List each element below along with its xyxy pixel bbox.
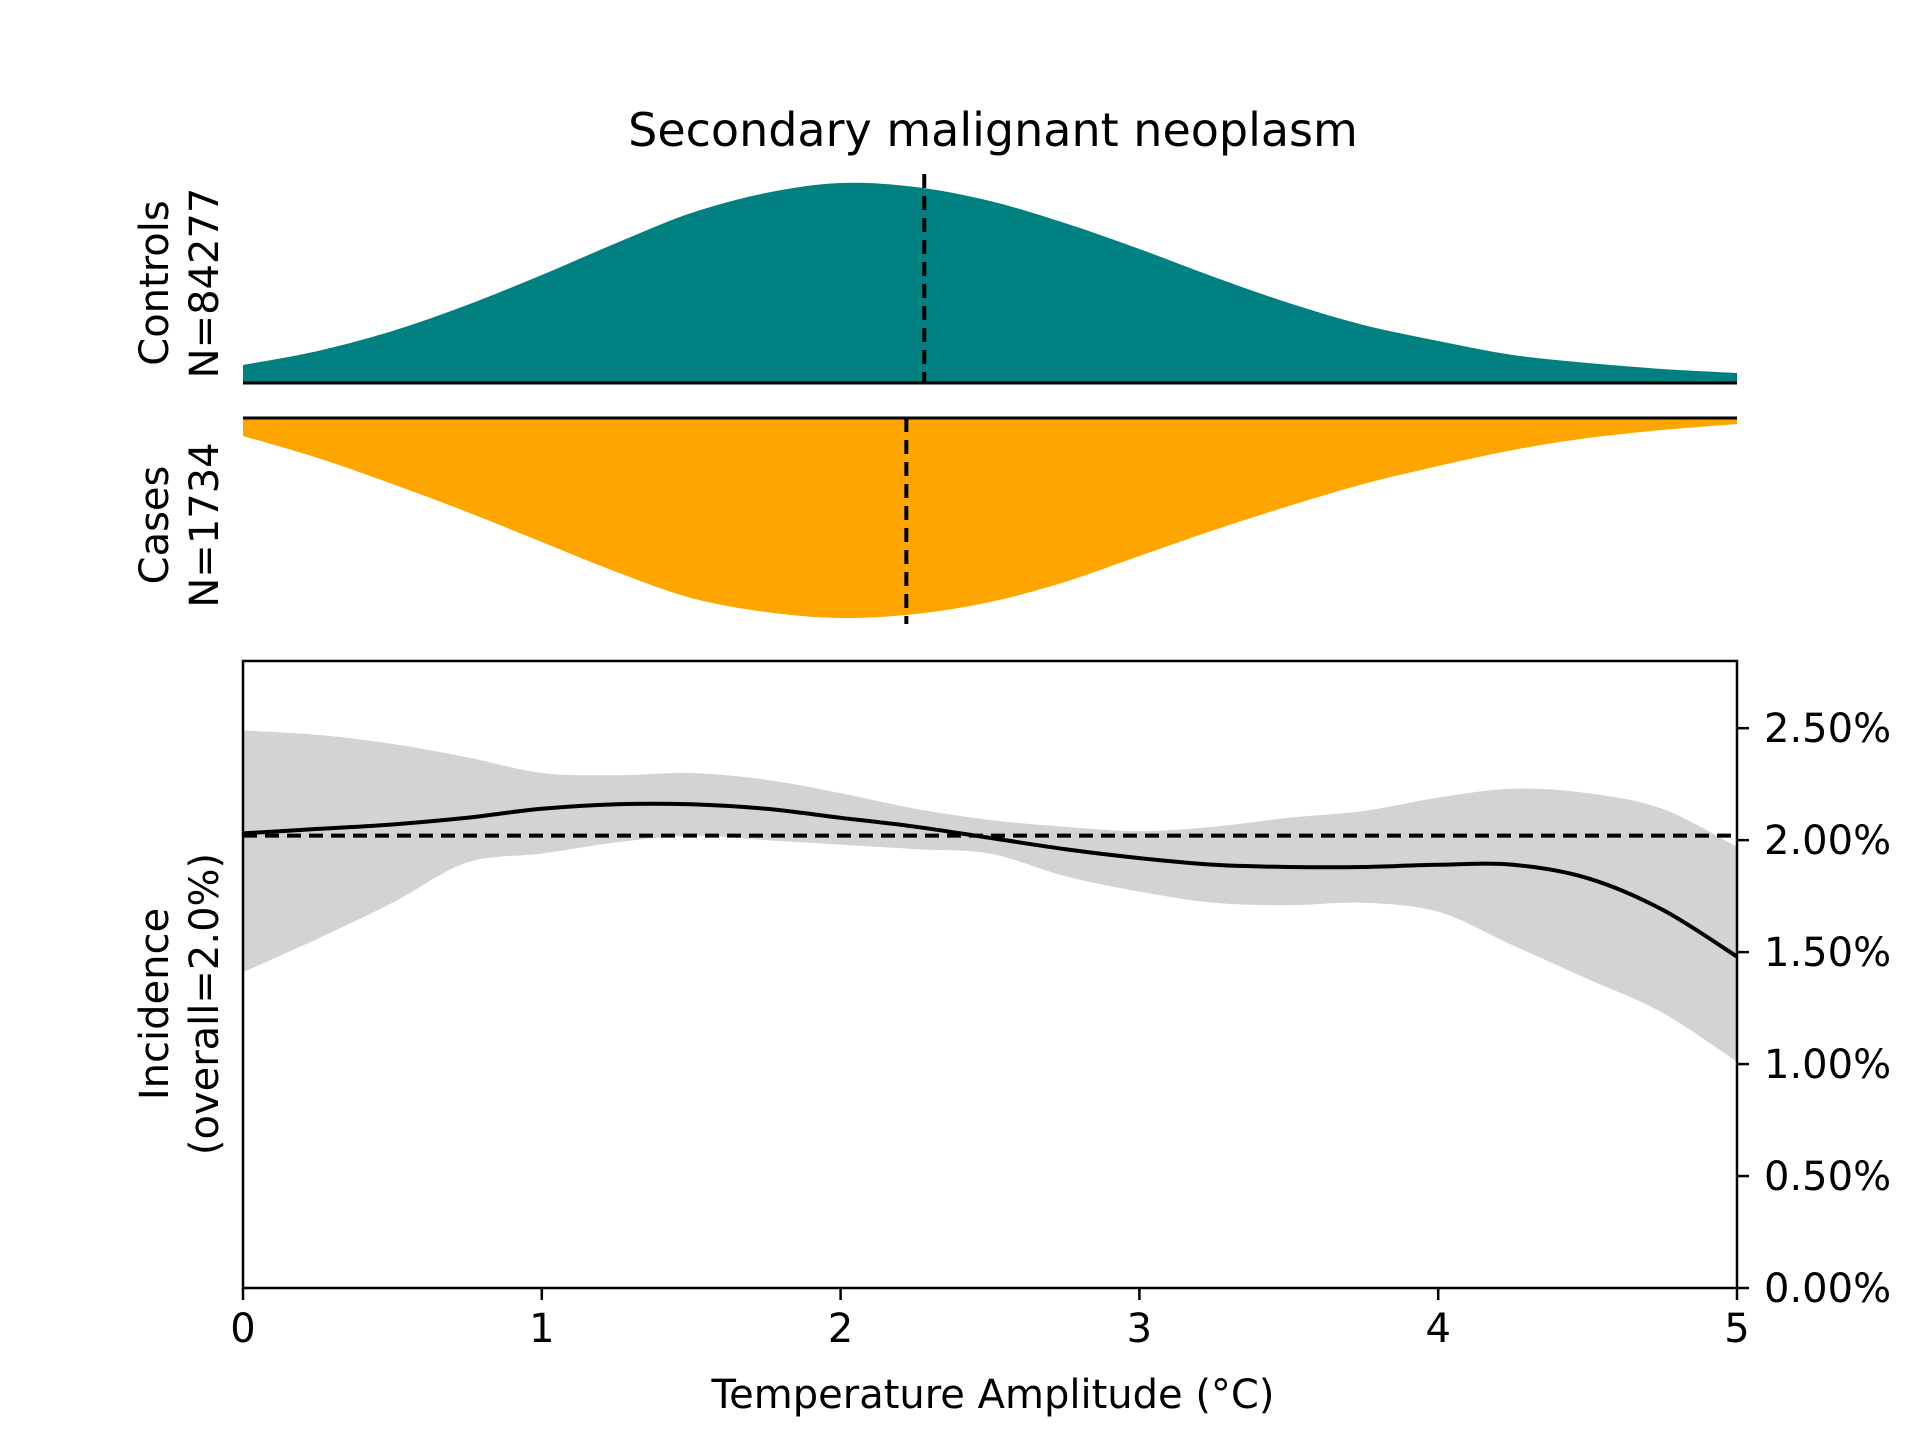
cases-count-label: N=1734 <box>182 442 228 607</box>
y-axis-label-overall: (overall=2.0%) <box>182 853 228 1155</box>
y-tick-label: 2.00% <box>1764 818 1891 864</box>
x-tick-label: 5 <box>1724 1306 1749 1352</box>
cases-density-area <box>243 418 1737 619</box>
x-axis-label: Temperature Amplitude (°C) <box>711 1372 1275 1418</box>
controls-panel: Controls N=84277 <box>132 174 1737 385</box>
cases-label: Cases <box>132 466 178 585</box>
confidence-band <box>243 730 1737 1062</box>
y-tick-label: 0.50% <box>1764 1154 1891 1200</box>
cases-panel: Cases N=1734 <box>132 416 1737 624</box>
controls-label: Controls <box>132 200 178 365</box>
y-axis-label: Incidence <box>132 908 178 1100</box>
plot-frame <box>241 659 1739 1290</box>
y-tick-label: 2.50% <box>1764 706 1891 752</box>
x-tick-label: 1 <box>529 1306 554 1352</box>
chart-title: Secondary malignant neoplasm <box>628 103 1358 157</box>
y-tick-label: 0.00% <box>1764 1266 1891 1312</box>
controls-density-area <box>243 182 1737 383</box>
x-tick-label: 4 <box>1425 1306 1450 1352</box>
x-tick-label: 2 <box>828 1306 853 1352</box>
incidence-line <box>242 801 1739 959</box>
x-tick-label: 3 <box>1127 1306 1152 1352</box>
y-tick-label: 1.00% <box>1764 1042 1891 1088</box>
y-axis-right: 0.00% 0.50% 1.00% 1.50% 2.00% 2.50% <box>1737 706 1891 1312</box>
x-tick-label: 0 <box>230 1306 255 1352</box>
y-tick-label: 1.50% <box>1764 930 1891 976</box>
incidence-panel: 0 1 2 3 4 5 0.00% 0.50% 1.00% 1.50% 2.00% 2.50% In… <box>132 659 1891 1418</box>
controls-count-label: N=84277 <box>182 188 228 379</box>
x-axis: 0 1 2 3 4 5 <box>230 1288 1750 1352</box>
